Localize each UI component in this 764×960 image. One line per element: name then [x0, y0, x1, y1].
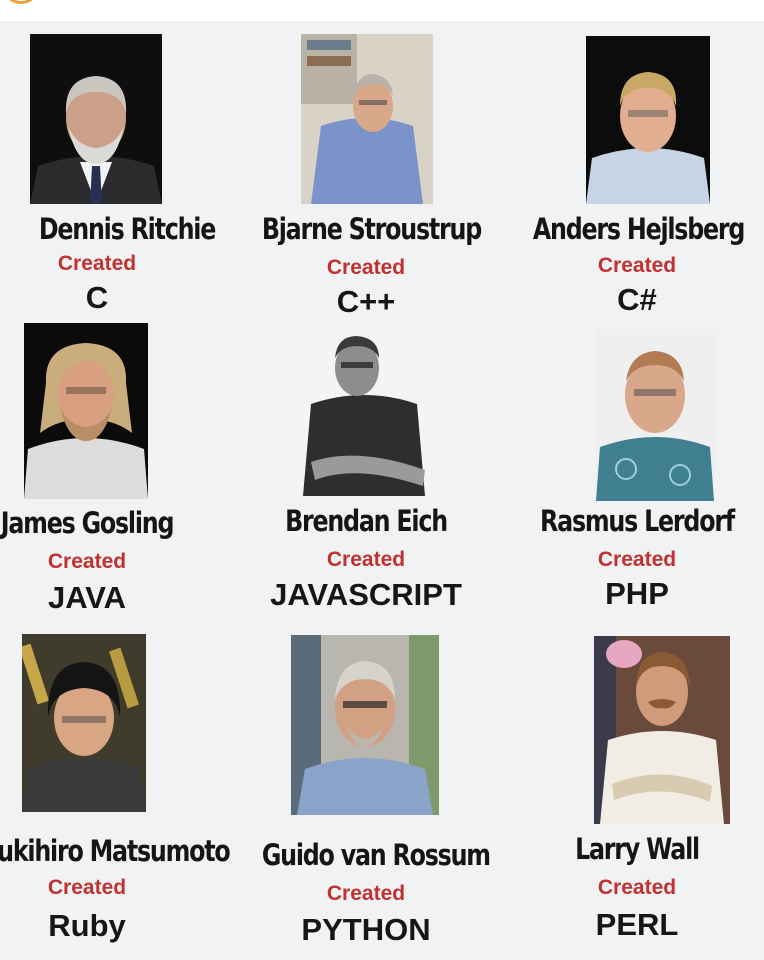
photo-yukihiro-matsumoto: [22, 634, 146, 812]
creator-card-gosling: James Gosling Created JAVA: [0, 320, 254, 626]
creator-card-eich: Brendan Eich Created JAVASCRIPT: [239, 320, 493, 626]
created-label: Created: [597, 876, 677, 899]
creator-name: Anders Hejlsberg: [532, 212, 746, 246]
photo-bjarne-stroustrup: [301, 34, 433, 204]
creator-card-hejlsberg: Anders Hejlsberg Created C#: [510, 0, 764, 320]
created-label: Created: [597, 548, 677, 571]
creator-card-lerdorf: Rasmus Lerdorf Created PHP: [510, 320, 764, 626]
language-name: C#: [617, 282, 657, 317]
created-label: Created: [47, 550, 127, 573]
language-name: PHP: [605, 576, 669, 611]
photo-brendan-eich: [297, 324, 431, 496]
creator-name: Guido van Rossum: [261, 838, 491, 872]
creator-name: Yukihiro Matsumoto: [0, 834, 231, 868]
created-label: Created: [47, 876, 127, 899]
language-name: PERL: [595, 907, 679, 942]
photo-james-gosling: [24, 323, 148, 499]
photo-larry-wall: [594, 636, 730, 824]
photo-rasmus-lerdorf: [596, 329, 714, 501]
language-name: PYTHON: [301, 912, 431, 947]
creator-name: Larry Wall: [575, 832, 700, 866]
creator-name: Rasmus Lerdorf: [540, 504, 735, 538]
created-label: Created: [326, 548, 406, 571]
created-label: Created: [326, 256, 406, 279]
creator-card-ritchie: Dennis Ritchie Created C: [0, 0, 254, 320]
language-name: C++: [336, 284, 396, 319]
creator-card-van-rossum: Guido van Rossum Created PYTHON: [239, 626, 493, 960]
photo-anders-hejlsberg: [586, 36, 710, 204]
creator-card-stroustrup: Bjarne Stroustrup Created C++: [239, 0, 493, 320]
language-name: JAVA: [47, 580, 127, 615]
language-name: JAVASCRIPT: [270, 577, 462, 612]
language-name: Ruby: [48, 908, 126, 943]
created-label: Created: [597, 254, 677, 277]
top-bar: [0, 0, 764, 23]
photo-dennis-ritchie: [30, 34, 162, 204]
creator-name: Brendan Eich: [285, 504, 448, 538]
creator-name: James Gosling: [0, 506, 175, 540]
creator-name: Dennis Ritchie: [38, 212, 216, 246]
creator-name: Bjarne Stroustrup: [261, 212, 482, 246]
creator-card-matsumoto: Yukihiro Matsumoto Created Ruby: [0, 626, 254, 960]
created-label: Created: [57, 252, 137, 275]
created-label: Created: [326, 882, 406, 905]
photo-guido-van-rossum: [291, 635, 439, 815]
language-name: C: [85, 280, 109, 315]
creator-card-wall: Larry Wall Created PERL: [510, 626, 764, 960]
